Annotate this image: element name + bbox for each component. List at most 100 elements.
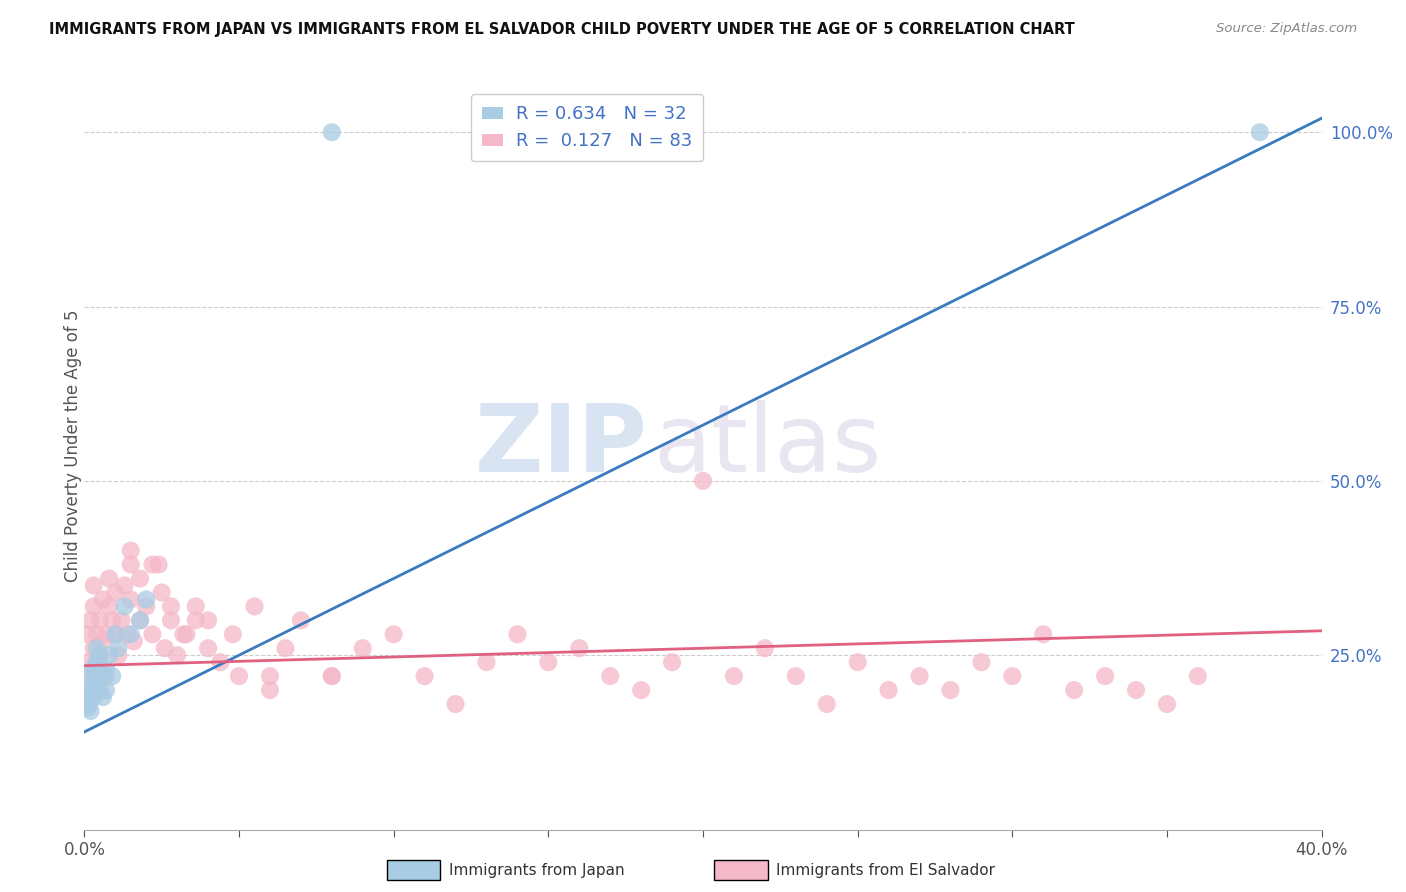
Point — [259, 669, 281, 683]
Point — [723, 669, 745, 683]
Point — [274, 641, 297, 656]
Point — [104, 627, 127, 641]
Point — [553, 125, 575, 139]
Point — [160, 599, 183, 614]
Point — [413, 669, 436, 683]
Point — [661, 655, 683, 669]
Text: Immigrants from El Salvador: Immigrants from El Salvador — [776, 863, 995, 878]
Point — [89, 662, 111, 676]
Point — [321, 125, 343, 139]
Point — [506, 627, 529, 641]
Point — [228, 669, 250, 683]
Point — [129, 572, 152, 586]
Point — [86, 627, 108, 641]
Point — [104, 585, 127, 599]
Point — [785, 669, 807, 683]
Point — [172, 627, 194, 641]
Point — [94, 627, 117, 641]
Point — [114, 578, 136, 592]
Point — [290, 613, 312, 627]
Point — [135, 599, 157, 614]
Point — [76, 627, 98, 641]
Point — [76, 687, 98, 701]
Point — [120, 543, 142, 558]
Point — [98, 648, 121, 663]
Text: Source: ZipAtlas.com: Source: ZipAtlas.com — [1216, 22, 1357, 36]
Point — [120, 592, 142, 607]
Text: ZIP: ZIP — [474, 400, 647, 492]
Point — [86, 655, 108, 669]
Point — [75, 693, 97, 707]
Text: atlas: atlas — [654, 400, 882, 492]
Point — [1032, 627, 1054, 641]
Point — [352, 641, 374, 656]
Point — [91, 634, 114, 648]
Point — [83, 676, 105, 690]
Point — [209, 655, 232, 669]
Point — [908, 669, 931, 683]
Point — [79, 683, 101, 698]
Point — [754, 641, 776, 656]
Point — [94, 683, 117, 698]
Point — [107, 641, 129, 656]
Point — [259, 683, 281, 698]
Point — [89, 683, 111, 698]
Point — [150, 585, 173, 599]
Point — [86, 669, 108, 683]
Point — [101, 669, 124, 683]
Point — [114, 599, 136, 614]
Point — [197, 641, 219, 656]
Point — [129, 613, 152, 627]
Point — [176, 627, 198, 641]
Point — [120, 558, 142, 572]
Point — [382, 627, 405, 641]
Point — [630, 683, 652, 698]
Point — [537, 655, 560, 669]
Point — [475, 655, 498, 669]
Point — [160, 613, 183, 627]
Point — [1249, 125, 1271, 139]
Point — [98, 572, 121, 586]
Point — [91, 690, 114, 704]
Point — [79, 669, 101, 683]
Point — [939, 683, 962, 698]
Point — [321, 669, 343, 683]
Point — [166, 648, 188, 663]
Point — [117, 627, 139, 641]
Point — [86, 641, 108, 656]
Point — [83, 641, 105, 656]
Point — [122, 634, 145, 648]
Point — [129, 613, 152, 627]
Point — [1125, 683, 1147, 698]
Point — [104, 627, 127, 641]
Point — [89, 648, 111, 663]
Text: IMMIGRANTS FROM JAPAN VS IMMIGRANTS FROM EL SALVADOR CHILD POVERTY UNDER THE AGE: IMMIGRANTS FROM JAPAN VS IMMIGRANTS FROM… — [49, 22, 1076, 37]
Point — [491, 125, 513, 139]
Point — [877, 683, 900, 698]
Point — [83, 662, 105, 676]
Point — [101, 613, 124, 627]
Point — [98, 599, 121, 614]
Point — [568, 641, 591, 656]
Point — [846, 655, 869, 669]
Point — [153, 641, 176, 656]
Point — [1001, 669, 1024, 683]
Point — [79, 613, 101, 627]
Text: Immigrants from Japan: Immigrants from Japan — [449, 863, 624, 878]
Point — [91, 592, 114, 607]
Point — [110, 613, 132, 627]
Point — [83, 578, 105, 592]
Point — [89, 613, 111, 627]
Y-axis label: Child Poverty Under the Age of 5: Child Poverty Under the Age of 5 — [65, 310, 82, 582]
Point — [91, 669, 114, 683]
Point — [86, 655, 108, 669]
Point — [970, 655, 993, 669]
Point — [77, 697, 100, 711]
Point — [120, 627, 142, 641]
Point — [1063, 683, 1085, 698]
Point — [79, 704, 101, 718]
Point — [76, 700, 98, 714]
Point — [79, 669, 101, 683]
Point — [76, 655, 98, 669]
Point — [107, 648, 129, 663]
